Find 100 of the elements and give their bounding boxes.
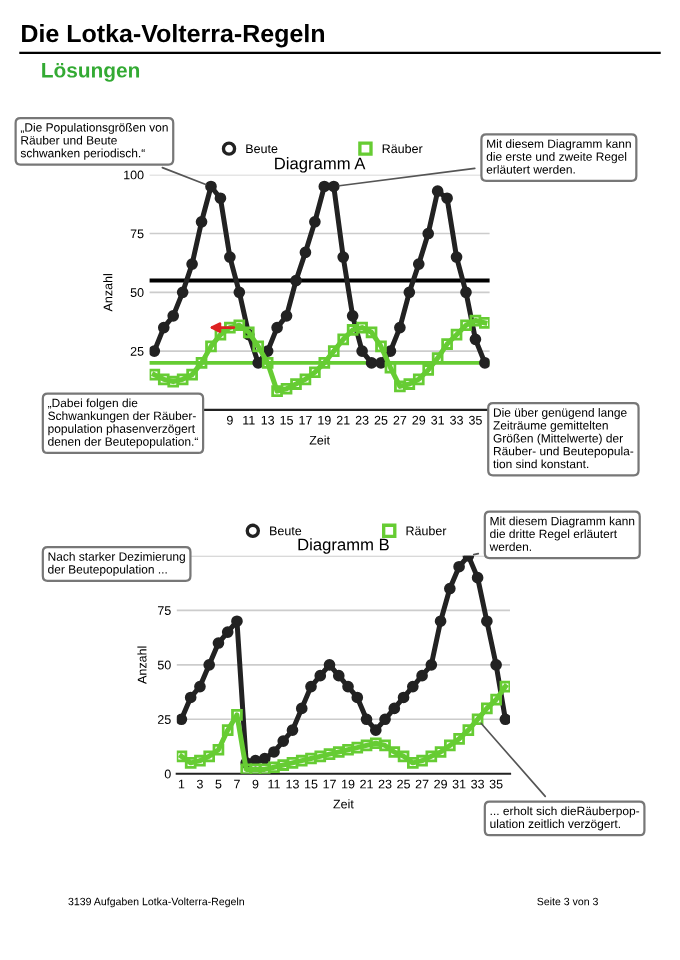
point: [469, 314, 482, 327]
point: [425, 750, 438, 763]
point: [224, 321, 236, 334]
point: [379, 713, 391, 726]
point: [277, 735, 290, 747]
point: [295, 702, 308, 715]
point: [214, 328, 227, 341]
point: [360, 713, 373, 726]
point: [412, 373, 425, 386]
point: [176, 750, 188, 763]
point: [305, 752, 317, 765]
point: [290, 378, 302, 390]
point: [444, 582, 456, 595]
point: [280, 382, 293, 395]
point: [299, 246, 312, 259]
point: [342, 743, 354, 756]
point: [305, 680, 317, 693]
line-series: [176, 680, 510, 774]
point: [481, 615, 493, 628]
point: [221, 626, 234, 638]
point: [416, 669, 428, 682]
point: [221, 724, 234, 737]
point: [314, 750, 327, 763]
point: [388, 702, 401, 715]
chart-title: Diagramm B: [298, 538, 389, 554]
point: [252, 340, 265, 353]
point: [268, 746, 280, 758]
point: [231, 709, 243, 721]
point: [233, 286, 246, 299]
point: [167, 375, 180, 388]
point: [422, 364, 435, 376]
point: [403, 378, 416, 390]
point: [481, 702, 493, 715]
point: [295, 754, 308, 767]
point: [425, 658, 438, 671]
point: [323, 658, 336, 671]
point: [203, 750, 216, 763]
point: [471, 713, 484, 726]
point: [351, 691, 364, 704]
point: [184, 757, 197, 769]
point: [412, 258, 425, 270]
point: [194, 754, 206, 767]
point: [356, 321, 368, 334]
point: [394, 380, 406, 393]
point: [214, 192, 227, 205]
point: [271, 321, 283, 334]
point: [379, 739, 391, 752]
point: [406, 757, 419, 769]
point: [186, 258, 198, 270]
point: [394, 321, 406, 334]
point: [224, 251, 236, 263]
point: [205, 340, 217, 353]
point: [431, 185, 444, 198]
chart-title: Diagramm A: [275, 157, 366, 173]
point: [323, 748, 336, 760]
point: [327, 345, 340, 357]
point: [460, 319, 472, 332]
point: [290, 274, 302, 287]
point: [469, 333, 482, 346]
point: [280, 310, 293, 322]
point: [369, 737, 382, 750]
point: [441, 192, 453, 205]
point: [346, 310, 359, 322]
point: [195, 215, 208, 228]
text: Die Lotka-Volterra-Regeln: [22, 24, 325, 48]
point: [346, 324, 359, 336]
point: [309, 366, 321, 379]
point: [176, 286, 189, 299]
point: [286, 724, 299, 737]
point: [397, 750, 410, 763]
point: [337, 251, 350, 263]
point: [176, 373, 189, 386]
point: [258, 752, 271, 765]
line-series: [149, 314, 490, 397]
point: [471, 571, 484, 584]
point: [203, 658, 216, 671]
point: [240, 763, 253, 774]
point: [356, 345, 368, 357]
point: [403, 286, 416, 299]
point: [271, 385, 283, 397]
point: [434, 746, 447, 758]
point: [360, 739, 373, 752]
point: [375, 340, 387, 353]
point: [286, 757, 299, 769]
point: [233, 319, 246, 332]
point: [309, 215, 321, 228]
point: [277, 759, 290, 771]
point: [157, 321, 170, 334]
point: [384, 361, 397, 374]
point: [299, 373, 312, 386]
point: [184, 691, 197, 704]
point: [337, 333, 350, 346]
point: [388, 746, 401, 758]
point: [186, 368, 198, 381]
point: [499, 713, 510, 726]
point: [318, 357, 331, 369]
point: [332, 669, 345, 682]
point: [369, 724, 382, 737]
point: [365, 326, 378, 339]
point: [351, 741, 364, 754]
